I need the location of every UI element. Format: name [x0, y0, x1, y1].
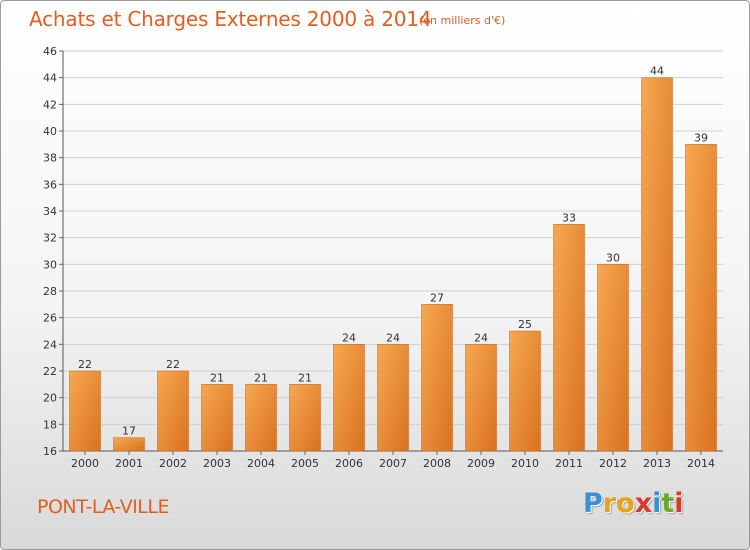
x-tick-label: 2010 [511, 457, 539, 470]
bar-2012 [597, 264, 629, 452]
x-tick-label: 2011 [555, 457, 583, 470]
data-label: 21 [254, 371, 268, 384]
x-tick-label: 2002 [159, 457, 187, 470]
bar-2014 [685, 144, 717, 452]
bar-2002 [157, 370, 189, 452]
bar-2005 [289, 384, 321, 452]
logo-letter: x [634, 488, 653, 519]
data-label: 44 [650, 65, 664, 78]
chart-title: Achats et Charges Externes 2000 à 2014 [29, 7, 432, 31]
bar-2004 [245, 384, 277, 452]
data-label: 22 [166, 358, 180, 371]
x-tick-label: 2001 [115, 457, 143, 470]
x-tick-label: 2014 [687, 457, 715, 470]
y-tick-label: 38 [43, 152, 57, 165]
x-tick-label: 2009 [467, 457, 495, 470]
x-tick-label: 2000 [71, 457, 99, 470]
data-label: 39 [694, 131, 708, 144]
y-tick-label: 34 [43, 205, 57, 218]
y-tick-label: 36 [43, 178, 57, 191]
y-tick-label: 40 [43, 125, 57, 138]
bar-2013 [641, 77, 673, 452]
y-tick-label: 18 [43, 418, 57, 431]
x-tick-label: 2012 [599, 457, 627, 470]
y-tick-label: 44 [43, 72, 57, 85]
x-tick-label: 2003 [203, 457, 231, 470]
x-tick-label: 2007 [379, 457, 407, 470]
data-label: 24 [342, 331, 356, 344]
data-label: 22 [78, 358, 92, 371]
y-tick-label: 24 [43, 338, 57, 351]
y-tick-label: 32 [43, 232, 57, 245]
x-tick-label: 2006 [335, 457, 363, 470]
data-label: 21 [298, 371, 312, 384]
logo-letter: i [674, 488, 684, 519]
bar-2001 [113, 437, 145, 452]
x-tick-label: 2005 [291, 457, 319, 470]
y-tick-label: 22 [43, 365, 57, 378]
y-tick-label: 26 [43, 312, 57, 325]
bar-2006 [333, 344, 365, 452]
y-tick-label: 16 [43, 445, 57, 458]
logo-letter: i [652, 488, 662, 519]
y-tick-label: 46 [43, 45, 57, 58]
bar-2000 [69, 370, 101, 452]
y-tick-label: 42 [43, 98, 57, 111]
logo-letter: r [602, 488, 617, 519]
y-tick-label: 20 [43, 392, 57, 405]
city-name: PONT-LA-VILLE [37, 496, 169, 518]
bar-2010 [509, 330, 541, 452]
bar-2011 [553, 224, 585, 452]
logo-letter: t [661, 488, 675, 519]
data-label: 25 [518, 318, 532, 331]
labels: 16 18 20 22 24 26 28 30 32 34 36 38 40 42 44 46 22 2000 17… [43, 45, 715, 470]
x-tick-label: 2004 [247, 457, 275, 470]
data-label: 21 [210, 371, 224, 384]
bar-2009 [465, 344, 497, 452]
x-tick-label: 2008 [423, 457, 451, 470]
bar-2008 [421, 304, 453, 452]
bar-2007 [377, 344, 409, 452]
data-label: 24 [474, 331, 488, 344]
y-tick-label: 30 [43, 258, 57, 271]
data-label: 27 [430, 291, 444, 304]
x-tick-label: 2013 [643, 457, 671, 470]
y-tick-label: 28 [43, 285, 57, 298]
chart-subtitle: (en milliers d'€) [419, 14, 506, 27]
data-label: 24 [386, 331, 400, 344]
logo-letter: P [583, 488, 603, 519]
logo-letter: o [616, 488, 635, 519]
data-label: 33 [562, 211, 576, 224]
data-label: 30 [606, 251, 620, 264]
proxiti-logo[interactable]: Proxiti [583, 488, 684, 519]
bar-2003 [201, 384, 233, 452]
bars [69, 77, 717, 452]
data-label: 17 [122, 425, 136, 438]
